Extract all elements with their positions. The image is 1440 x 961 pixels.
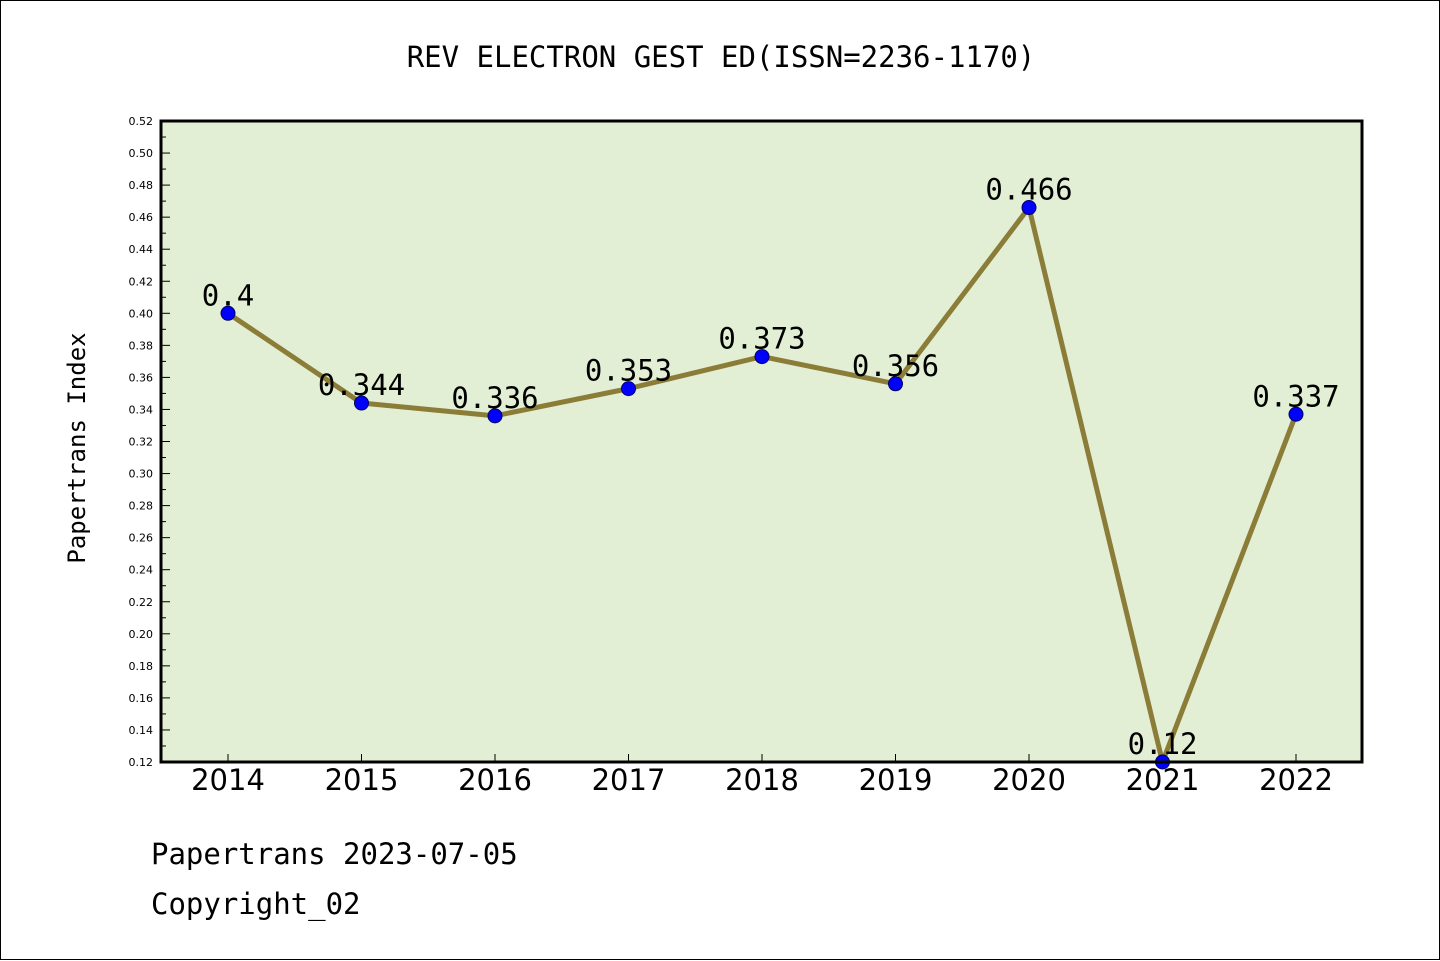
- data-label: 0.336: [451, 381, 538, 415]
- data-label: 0.353: [585, 354, 672, 388]
- footer-date: Papertrans 2023-07-05: [151, 837, 518, 871]
- series-layer: [220, 200, 1304, 770]
- y-tick-label: 0.28: [129, 500, 154, 513]
- y-tick-label: 0.36: [129, 371, 154, 384]
- y-tick-label: 0.44: [129, 243, 154, 256]
- data-point: [888, 376, 903, 392]
- y-tick-label: 0.14: [129, 724, 154, 737]
- y-tick-label: 0.40: [129, 307, 154, 320]
- data-label: 0.373: [718, 322, 805, 356]
- data-label-layer: 0.4 0.344 0.336 0.353 0.373 0.356 0.466 0.12 0.3…: [202, 173, 1340, 761]
- x-tick-label: 2016: [458, 763, 532, 797]
- y-tick-label: 0.24: [129, 564, 154, 577]
- data-point: [754, 349, 770, 365]
- y-tick-label: 0.50: [129, 147, 154, 160]
- footer-copyright: Copyright_02: [151, 887, 361, 921]
- chart-title: REV ELECTRON GEST ED(ISSN=2236-1170): [407, 40, 1036, 74]
- y-tick-label: 0.18: [129, 660, 154, 673]
- y-tick-label: 0.12: [129, 756, 154, 769]
- data-point: [621, 381, 636, 397]
- y-tick-label: 0.48: [129, 179, 154, 192]
- x-tick-label: 2018: [725, 763, 799, 797]
- data-label: 0.337: [1252, 379, 1339, 413]
- x-axis: 2014 2015 2016 2017 2018 2019 2020 2021 2022: [191, 754, 1333, 797]
- data-point: [487, 408, 503, 424]
- plot-border: [159, 119, 1364, 764]
- y-tick-label: 0.46: [129, 211, 154, 224]
- x-tick-label: 2015: [325, 763, 399, 797]
- y-tick-label: 0.38: [129, 339, 154, 352]
- y-tick-label: 0.42: [129, 275, 154, 288]
- y-tick-label: 0.32: [129, 436, 154, 449]
- y-tick-label: 0.20: [129, 628, 154, 641]
- y-tick-label: 0.34: [129, 403, 154, 416]
- y-tick-label: 0.26: [129, 532, 154, 545]
- x-tick-label: 2022: [1259, 763, 1333, 797]
- plot-area: [161, 121, 1362, 762]
- data-label: 0.356: [852, 349, 939, 383]
- data-label: 0.4: [202, 278, 254, 312]
- data-label: 0.12: [1128, 727, 1198, 761]
- y-tick-label: 0.16: [129, 692, 154, 705]
- x-tick-label: 2020: [992, 763, 1066, 797]
- x-tick-label: 2017: [592, 763, 666, 797]
- y-axis-title: Papertrans Index: [63, 332, 91, 563]
- data-point: [1021, 200, 1037, 216]
- data-label: 0.466: [985, 173, 1072, 207]
- data-label: 0.344: [318, 368, 405, 402]
- y-tick-label: 0.30: [129, 468, 154, 481]
- y-axis: 0.12 0.14 0.16 0.18 0.20 0.22 0.24 0.26 0.28 0.30…: [129, 115, 170, 769]
- data-point: [354, 395, 369, 411]
- y-tick-label: 0.52: [129, 115, 154, 128]
- y-tick-label: 0.22: [129, 596, 154, 609]
- data-point: [1288, 406, 1304, 422]
- data-point: [220, 305, 236, 321]
- x-tick-label: 2014: [191, 763, 265, 797]
- x-tick-label: 2019: [859, 763, 933, 797]
